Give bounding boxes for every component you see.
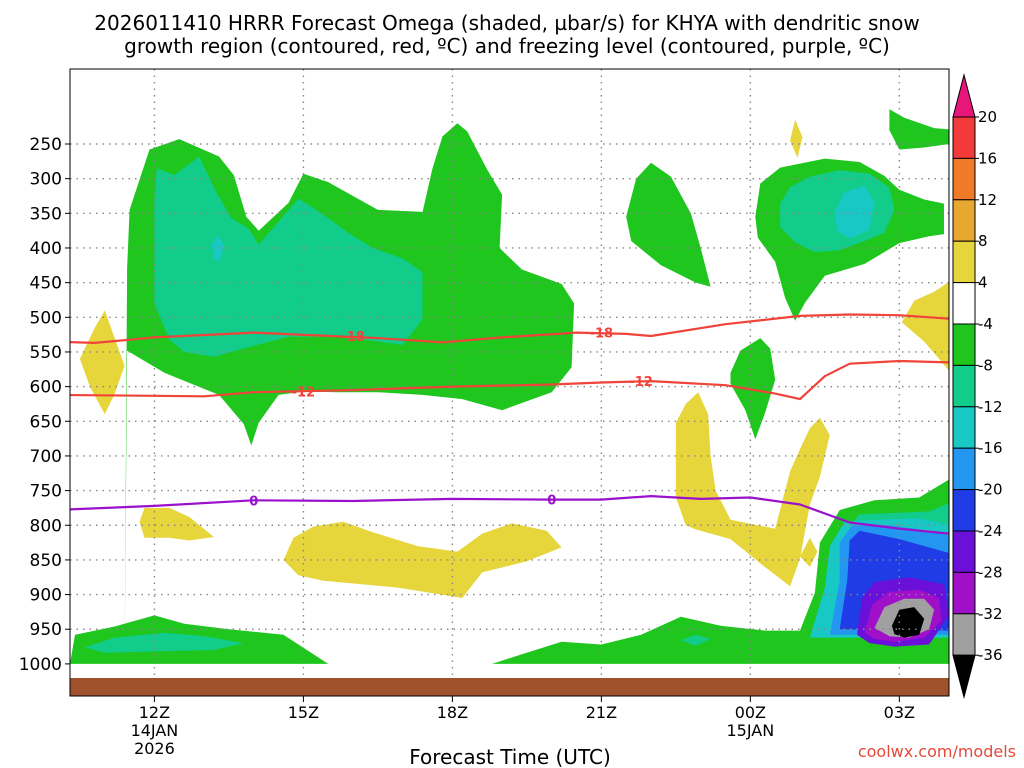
contour-label-1-2: -18 [590, 327, 614, 342]
omega-region-25 [675, 392, 830, 587]
colorbar-label--36: -36 [978, 646, 1003, 664]
colorbar-bin-9 [952, 447, 976, 491]
x-tick-label-21Z: 21Z [586, 703, 617, 722]
x-axis-label: Forecast Time (UTC) [409, 745, 611, 768]
y-tick-label-400: 400 [30, 239, 62, 259]
x-tick-label-03Z: 03Z [884, 703, 915, 722]
colorbar-label-16: 16 [978, 149, 997, 167]
x-tick-label-00Z: 00Z [735, 703, 766, 722]
colorbar-label--8: -8 [978, 356, 993, 374]
x-tick-date-12Z: 14JAN [131, 721, 179, 740]
omega-region-27 [790, 119, 803, 158]
omega-region-14 [211, 235, 224, 262]
chart-title-line-1: 2026011410 HRRR Forecast Omega (shaded, … [94, 11, 919, 35]
contour-label-1-1: -18 [341, 330, 365, 345]
y-tick-label-800: 800 [30, 516, 62, 536]
x-tick-label-15Z: 15Z [288, 703, 319, 722]
omega-region-2 [626, 162, 711, 287]
y-tick-label-900: 900 [30, 586, 62, 606]
omega-region-26 [800, 537, 818, 567]
y-tick-label-500: 500 [30, 308, 62, 328]
colorbar-label--16: -16 [978, 439, 1003, 457]
colorbar-label--4: -4 [978, 315, 993, 333]
x-tick-label-18Z: 18Z [437, 703, 468, 722]
colorbar-top-arrow [952, 73, 976, 118]
omega-region-13 [834, 185, 875, 239]
contour-label-3-1: 0 [249, 494, 258, 509]
y-tick-label-1000: 1000 [19, 655, 62, 675]
y-tick-label-850: 850 [30, 551, 62, 571]
omega-region-24 [283, 521, 562, 598]
colorbar-label--28: -28 [978, 563, 1003, 581]
colorbar-label-8: 8 [978, 232, 988, 250]
ground-surface [70, 678, 949, 696]
y-tick-label-350: 350 [30, 204, 62, 224]
y-tick-label-750: 750 [30, 482, 62, 502]
colorbar-bin-1 [952, 116, 976, 159]
contour-label-2-1: -12 [292, 385, 316, 400]
omega-region-22 [79, 310, 125, 415]
omega-shaded-regions [70, 109, 949, 664]
y-tick-label-700: 700 [30, 447, 62, 467]
y-tick-label-600: 600 [30, 378, 62, 398]
chart-title-line-2: growth region (contoured, red, ºC) and f… [124, 34, 890, 58]
x-tick-date-00Z: 15JAN [726, 721, 774, 740]
colorbar-bin-7 [952, 364, 976, 408]
omega-region-23 [139, 507, 214, 541]
y-tick-label-950: 950 [30, 620, 62, 640]
contour-line-3 [70, 495, 949, 535]
colorbar-bin-10 [952, 489, 976, 532]
omega-region-28 [901, 281, 949, 371]
colorbar-bin-8 [952, 406, 976, 449]
y-tick-label-300: 300 [30, 170, 62, 190]
colorbar-label-12: 12 [978, 191, 997, 209]
colorbar-bin-6 [952, 323, 976, 366]
omega-region-21 [891, 607, 925, 638]
temperature-contours [70, 313, 949, 535]
y-tick-label-650: 650 [30, 412, 62, 432]
omega-region-4 [889, 109, 949, 150]
omega-region-5 [730, 338, 776, 440]
y-tick-label-250: 250 [30, 135, 62, 155]
colorbar-bin-3 [952, 199, 976, 242]
contour-line-1 [70, 313, 949, 344]
colorbar-label--24: -24 [978, 522, 1003, 540]
contour-label-2-2: -12 [629, 375, 653, 390]
site-credit: coolwx.com/models [858, 742, 1016, 761]
contour-label-3-2: 0 [547, 494, 556, 509]
colorbar: 20 16 12 8 4 -4 -8 -12 -16 -20 -24 -28 -32 -36 [952, 73, 1003, 700]
y-axis: 250 300 350 400 450 500 550 600 650 700 750 800 850 9… [19, 135, 70, 675]
colorbar-bottom-arrow [952, 654, 976, 700]
colorbar-bin-4 [952, 240, 976, 284]
y-tick-label-550: 550 [30, 343, 62, 363]
omega-region-8 [154, 156, 423, 357]
colorbar-label--12: -12 [978, 398, 1003, 416]
x-tick-year-12Z: 2026 [134, 739, 175, 758]
omega-region-10 [84, 632, 244, 653]
colorbar-label-20: 20 [978, 108, 997, 126]
colorbar-label--20: -20 [978, 481, 1003, 499]
y-tick-label-450: 450 [30, 274, 62, 294]
colorbar-bin-11 [952, 530, 976, 573]
contour-line-2 [70, 359, 949, 401]
contour-labels: -18 -18 -12 -12 0 0 [249, 327, 653, 510]
colorbar-label-4: 4 [978, 274, 988, 292]
colorbar-bin-2 [952, 157, 976, 201]
colorbar-bin-13 [952, 613, 976, 656]
omega-region-12 [680, 634, 711, 646]
colorbar-bin-5 [952, 282, 976, 325]
x-tick-label-12Z: 12Z [139, 703, 170, 722]
colorbar-label--32: -32 [978, 605, 1003, 623]
colorbar-bin-12 [952, 571, 976, 615]
plot-frame [69, 68, 950, 697]
